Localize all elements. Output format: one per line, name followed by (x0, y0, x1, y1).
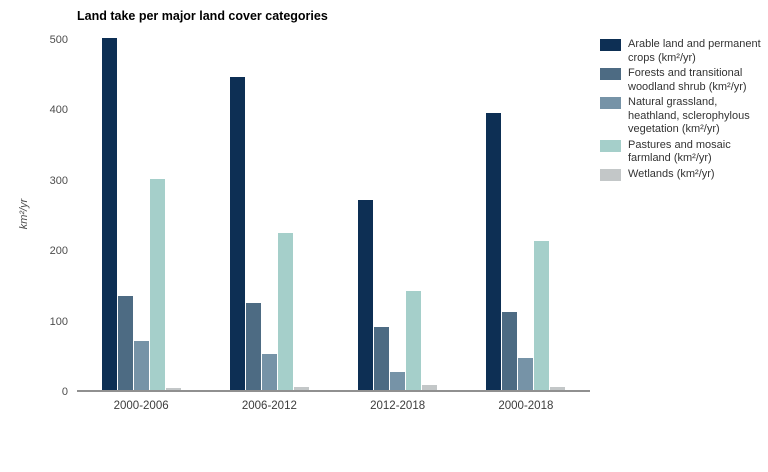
bar-series-2 (133, 340, 149, 390)
x-tick-label: 2000-2018 (498, 400, 554, 412)
bar-series-3 (149, 178, 165, 390)
y-tick-label: 0 (61, 386, 68, 398)
y-axis-label: km²/yr (18, 198, 30, 230)
legend-swatch-icon (600, 168, 621, 181)
x-tick-label: 2006-2012 (241, 400, 297, 412)
bar-series-4 (293, 387, 309, 390)
legend: Arable land and permanent crops (km²/yr)… (600, 38, 764, 181)
x-tick-label: 2000-2006 (113, 400, 169, 412)
bar-series-1 (245, 303, 261, 390)
legend-item: Wetlands (km²/yr) (600, 168, 764, 182)
bar-series-0 (358, 199, 374, 390)
legend-label: Forests and transitional woodland shrub … (628, 67, 747, 93)
y-tick-label: 100 (49, 315, 68, 328)
x-tick-label: 2012-2018 (370, 400, 426, 412)
y-tick-label: 400 (49, 104, 68, 117)
bar-series-3 (406, 291, 422, 390)
legend-swatch-icon (600, 39, 621, 51)
bar-series-4 (422, 385, 438, 390)
legend-label: Arable land and permanent crops (km²/yr) (628, 38, 761, 64)
x-axis-line (77, 390, 590, 392)
bar-group (486, 112, 566, 390)
legend-swatch-icon (600, 97, 621, 109)
chart-title: Land take per major land cover categorie… (77, 9, 328, 23)
legend-label: Wetlands (km²/yr) (628, 167, 715, 180)
legend-swatch-icon (600, 139, 621, 152)
legend-label: Pastures and mosaic farmland (km²/yr) (628, 138, 731, 165)
legend-item: Forests and transitional woodland shrub … (600, 67, 764, 94)
legend-item: Natural grassland, heathland, sclerophyl… (600, 96, 764, 137)
bar-group (358, 199, 438, 390)
bar-series-1 (502, 311, 518, 390)
legend-item: Pastures and mosaic farmland (km²/yr) (600, 139, 764, 166)
bar-group (101, 38, 181, 390)
y-tick-label: 200 (49, 245, 68, 258)
bar-group (229, 76, 309, 390)
bar-series-1 (117, 296, 133, 390)
legend-swatch-icon (600, 68, 621, 80)
bar-series-0 (229, 76, 245, 390)
bar-series-3 (534, 240, 550, 390)
y-tick-label: 300 (49, 174, 68, 187)
plot-area: 0 100 200 300 400 500 2000-2006 2006-2012 2012-2… (50, 34, 590, 412)
bar-series-2 (518, 357, 534, 390)
bar-series-4 (550, 387, 566, 390)
legend-item: Arable land and permanent crops (km²/yr) (600, 38, 764, 65)
bar-series-1 (374, 327, 390, 390)
legend-label: Natural grassland, heathland, sclerophyl… (628, 96, 750, 135)
bar-series-2 (261, 354, 277, 390)
bar-series-2 (390, 372, 406, 390)
bar-series-0 (486, 112, 502, 390)
bar-series-4 (165, 388, 181, 390)
bar-series-3 (277, 233, 293, 390)
bar-series-0 (101, 38, 117, 390)
y-tick-label: 500 (49, 34, 68, 46)
